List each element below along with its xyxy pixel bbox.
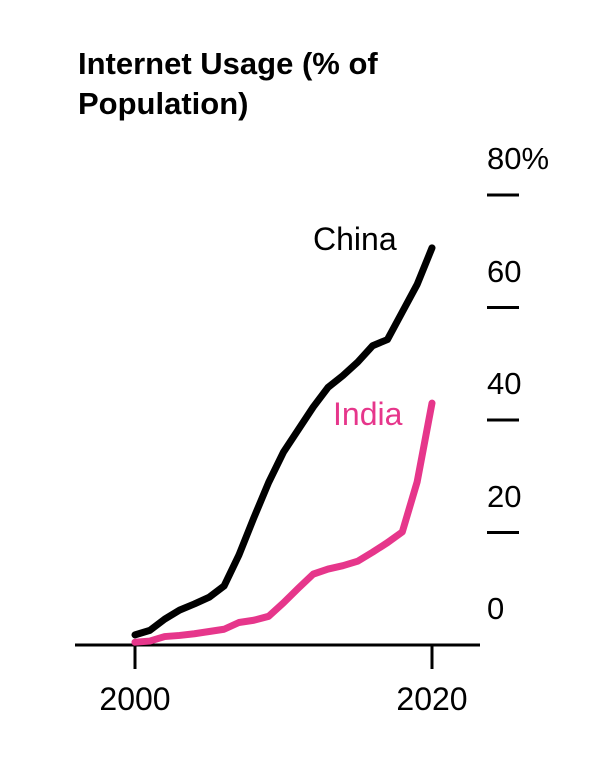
- chart-title: Internet Usage (% of Population): [78, 46, 378, 121]
- y-axis-tick-label: 60: [487, 254, 522, 289]
- y-axis-tick-label: 80%: [487, 141, 550, 176]
- series-line-india: [131, 399, 436, 646]
- y-axis-tick-label: 0: [487, 591, 505, 626]
- y-axis-tick-label: 20: [487, 479, 522, 514]
- x-axis-tick-label: 2000: [99, 681, 171, 717]
- series-label-india: India: [333, 396, 403, 432]
- x-axis-tick-label: 2020: [396, 681, 468, 717]
- series-label-china: China: [313, 221, 397, 257]
- y-axis-tick-label: 40: [487, 366, 522, 401]
- series-line-china: [131, 244, 436, 639]
